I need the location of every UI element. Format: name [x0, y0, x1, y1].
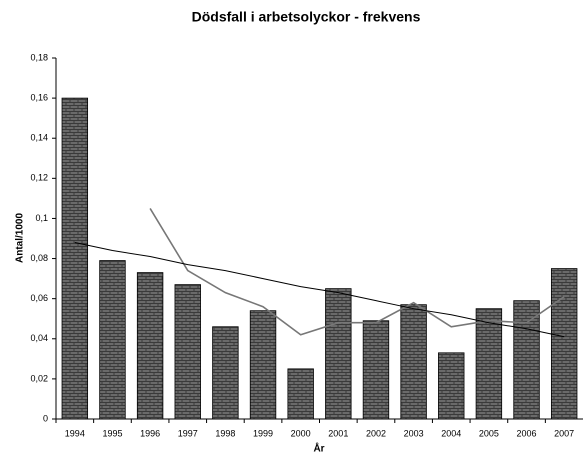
y-tick-label: 0,1 [35, 213, 48, 223]
x-tick-label: 2007 [554, 428, 574, 438]
x-axis-title: År [313, 442, 324, 455]
x-tick-label: 2001 [328, 428, 348, 438]
x-tick-label: 1994 [65, 428, 85, 438]
bar [174, 284, 201, 420]
bar [550, 268, 578, 420]
line-series [149, 208, 565, 336]
y-tick-label: 0 [43, 413, 48, 423]
y-tick-label: 0,14 [30, 133, 48, 143]
x-tick-label: 1996 [140, 428, 160, 438]
bar [99, 260, 126, 420]
bar [249, 310, 277, 420]
chart-title: Dödsfall i arbetsolyckor - frekvens [192, 9, 421, 25]
bar [287, 368, 314, 420]
x-tick-label: 2005 [479, 428, 499, 438]
y-tick-label: 0,12 [30, 173, 48, 183]
bar [400, 304, 427, 420]
y-tick-label: 0,04 [30, 333, 48, 343]
bar [212, 326, 239, 420]
y-tick-label: 0,08 [30, 253, 48, 263]
y-tick-label: 0,16 [30, 92, 48, 102]
bar [325, 288, 352, 420]
x-tick-label: 2002 [366, 428, 386, 438]
x-tick-label: 1999 [253, 428, 273, 438]
y-axis-title: Antal/1000 [15, 213, 26, 263]
bar [136, 272, 164, 420]
bar [438, 352, 465, 420]
bar [362, 320, 390, 420]
x-tick-label: 1998 [215, 428, 235, 438]
y-tick-label: 0,18 [30, 52, 48, 62]
bar [61, 97, 89, 420]
x-tick-label: 2000 [291, 428, 311, 438]
x-tick-label: 1995 [102, 428, 122, 438]
x-tick-label: 2006 [517, 428, 537, 438]
x-tick-label: 1997 [178, 428, 198, 438]
y-tick-label: 0,02 [30, 373, 48, 383]
bar [475, 308, 503, 420]
x-tick-label: 2003 [404, 428, 424, 438]
bar [513, 300, 540, 420]
line-series [74, 242, 565, 338]
y-tick-label: 0,06 [30, 293, 48, 303]
x-tick-label: 2004 [441, 428, 461, 438]
